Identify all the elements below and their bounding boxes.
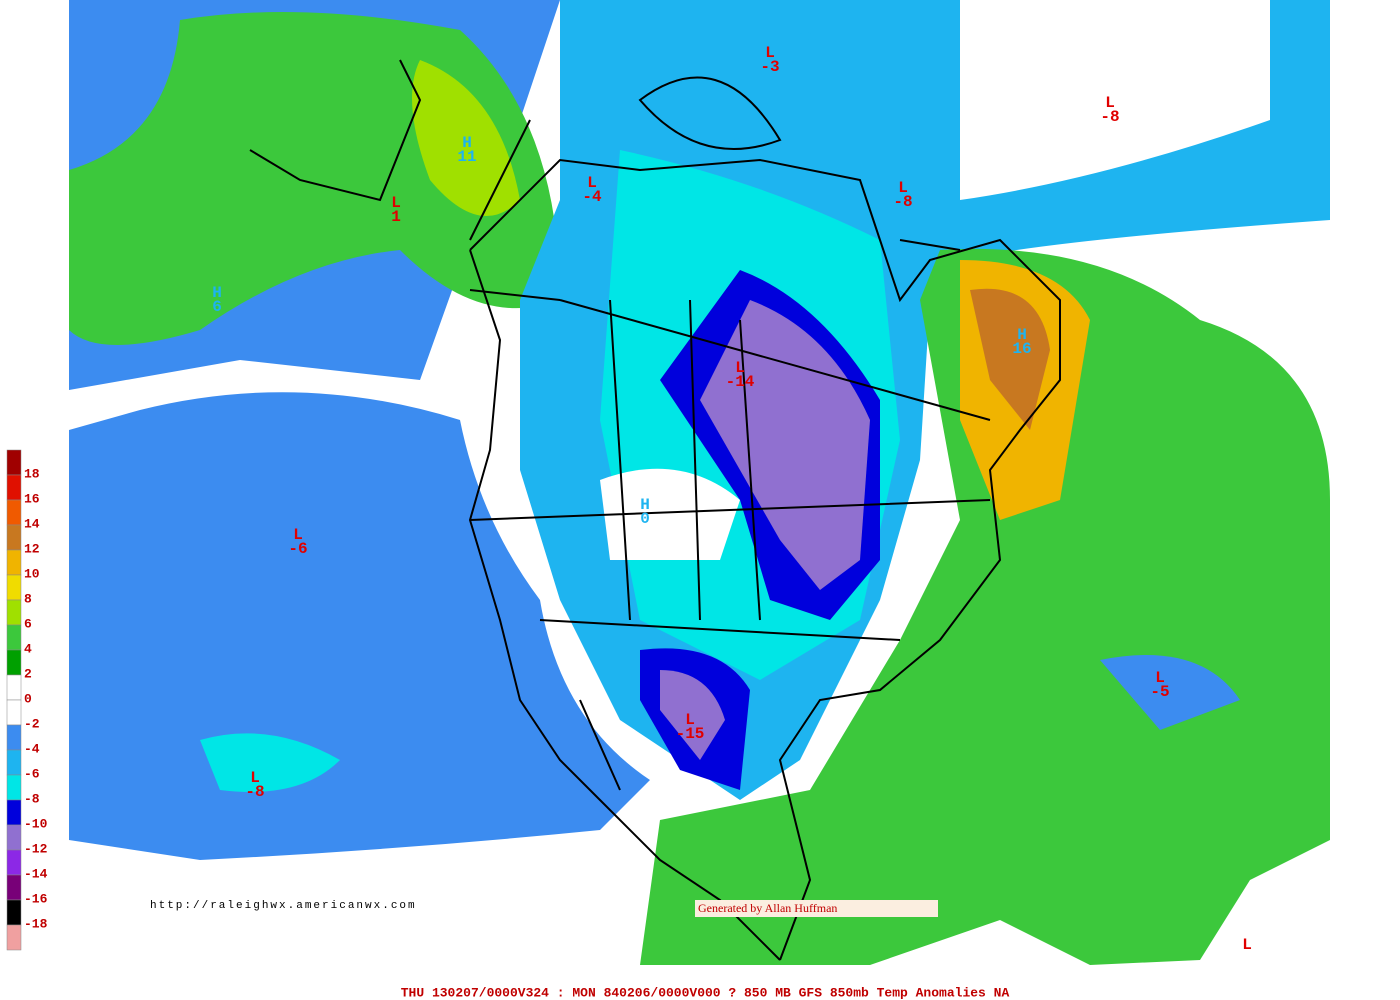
center-letter: L xyxy=(735,359,745,377)
center-value: 1 xyxy=(391,208,401,226)
center-letter: L xyxy=(765,44,775,62)
center-value: -8 xyxy=(245,783,264,801)
yellowgreen-area xyxy=(412,60,520,216)
legend-swatch xyxy=(6,699,22,726)
center-value: -15 xyxy=(676,725,705,743)
center-letter: H xyxy=(462,134,472,152)
legend-label: -10 xyxy=(24,816,48,831)
credit: Generated by Allan Huffman xyxy=(698,901,837,915)
legend-swatch xyxy=(6,749,22,776)
legend-label: 12 xyxy=(24,541,40,556)
center-value: -3 xyxy=(760,58,779,76)
legend-swatch xyxy=(6,724,22,751)
legend-swatch xyxy=(6,524,22,551)
center-letter: L xyxy=(1155,669,1165,687)
legend-swatch xyxy=(6,474,22,501)
coastline xyxy=(249,59,961,251)
center-value: -5 xyxy=(1150,683,1169,701)
center-value: -4 xyxy=(582,188,602,206)
center-letter: H xyxy=(802,14,812,32)
center-value: -14 xyxy=(726,373,755,391)
center-letter: H xyxy=(212,284,222,302)
legend-swatch xyxy=(6,674,22,701)
legend-swatch xyxy=(6,499,22,526)
center-value: -8 xyxy=(1100,108,1119,126)
legend-label: -16 xyxy=(24,891,48,906)
legend-label: -12 xyxy=(24,841,48,856)
white-area xyxy=(600,468,740,560)
legend-swatch xyxy=(6,899,22,926)
legend-swatch xyxy=(6,774,22,801)
legend-label: -14 xyxy=(24,866,48,881)
center-letter: L xyxy=(587,174,597,192)
legend-swatch xyxy=(6,799,22,826)
legend-label: 18 xyxy=(24,466,40,481)
legend-label: 0 xyxy=(24,691,32,706)
center-value: 16 xyxy=(1012,340,1031,358)
credit-box xyxy=(695,900,938,917)
center-value: 11 xyxy=(457,148,476,166)
url: http://raleighwx.americanwx.com xyxy=(150,900,417,912)
legend-swatch xyxy=(6,924,22,951)
legend-label: -8 xyxy=(24,791,40,806)
legend-swatch xyxy=(6,599,22,626)
legend-label: 2 xyxy=(24,666,32,681)
center-letter: L xyxy=(685,711,695,729)
borders xyxy=(469,119,991,641)
anomaly-fill xyxy=(69,0,1330,965)
center-letter: H xyxy=(732,114,742,132)
legend-swatch xyxy=(6,449,22,476)
center-value: 6 xyxy=(212,298,222,316)
orange-area xyxy=(970,288,1050,430)
center-letter: L xyxy=(391,194,401,212)
center-letter: L xyxy=(1242,936,1252,954)
coastlines xyxy=(249,59,1061,961)
legend-swatch xyxy=(6,649,22,676)
legend-swatch xyxy=(6,824,22,851)
center-letter: L xyxy=(898,179,908,197)
legend-label: 4 xyxy=(24,641,32,656)
legend-swatch xyxy=(6,624,22,651)
legend-label: 6 xyxy=(24,616,32,631)
legend: 18 16 14 12 10 8 6 4 2 0 -2 -4 -6 -8 -10 -12 -14 -16 -18 xyxy=(6,449,48,951)
center-letter: H xyxy=(640,496,650,514)
pressure-centers: H11L1L-4H6L-3H11H6L-8L-8H16L-14H0L-6L-15… xyxy=(212,14,1252,954)
legend-label: -6 xyxy=(24,766,40,781)
center-letter: H xyxy=(1017,326,1027,344)
center-value: 11 xyxy=(797,28,816,46)
green-area xyxy=(640,248,1330,965)
center-letter: L xyxy=(1105,94,1115,112)
center-value: -8 xyxy=(893,193,912,211)
legend-swatch xyxy=(6,549,22,576)
center-value: 0 xyxy=(640,510,650,528)
lavender-area xyxy=(660,670,725,760)
coastline xyxy=(468,249,781,961)
legend-label: 8 xyxy=(24,591,32,606)
legend-label: 10 xyxy=(24,566,40,581)
blue-area xyxy=(1100,655,1240,730)
coastline xyxy=(469,158,1061,961)
legend-label: -2 xyxy=(24,716,40,731)
legend-label: 16 xyxy=(24,491,40,506)
legend-label: 14 xyxy=(24,516,40,531)
legend-swatch xyxy=(6,574,22,601)
legend-swatch xyxy=(6,849,22,876)
legend-label: -18 xyxy=(24,916,48,931)
center-letter: L xyxy=(293,526,303,544)
legend-swatch xyxy=(6,874,22,901)
center-letter: L xyxy=(250,769,260,787)
footer: THU 130207/0000V324 : MON 840206/0000V00… xyxy=(401,985,1010,1000)
center-value: -6 xyxy=(288,540,307,558)
center-value: 6 xyxy=(732,128,742,146)
cyan-area xyxy=(200,733,340,792)
legend-label: -4 xyxy=(24,741,40,756)
